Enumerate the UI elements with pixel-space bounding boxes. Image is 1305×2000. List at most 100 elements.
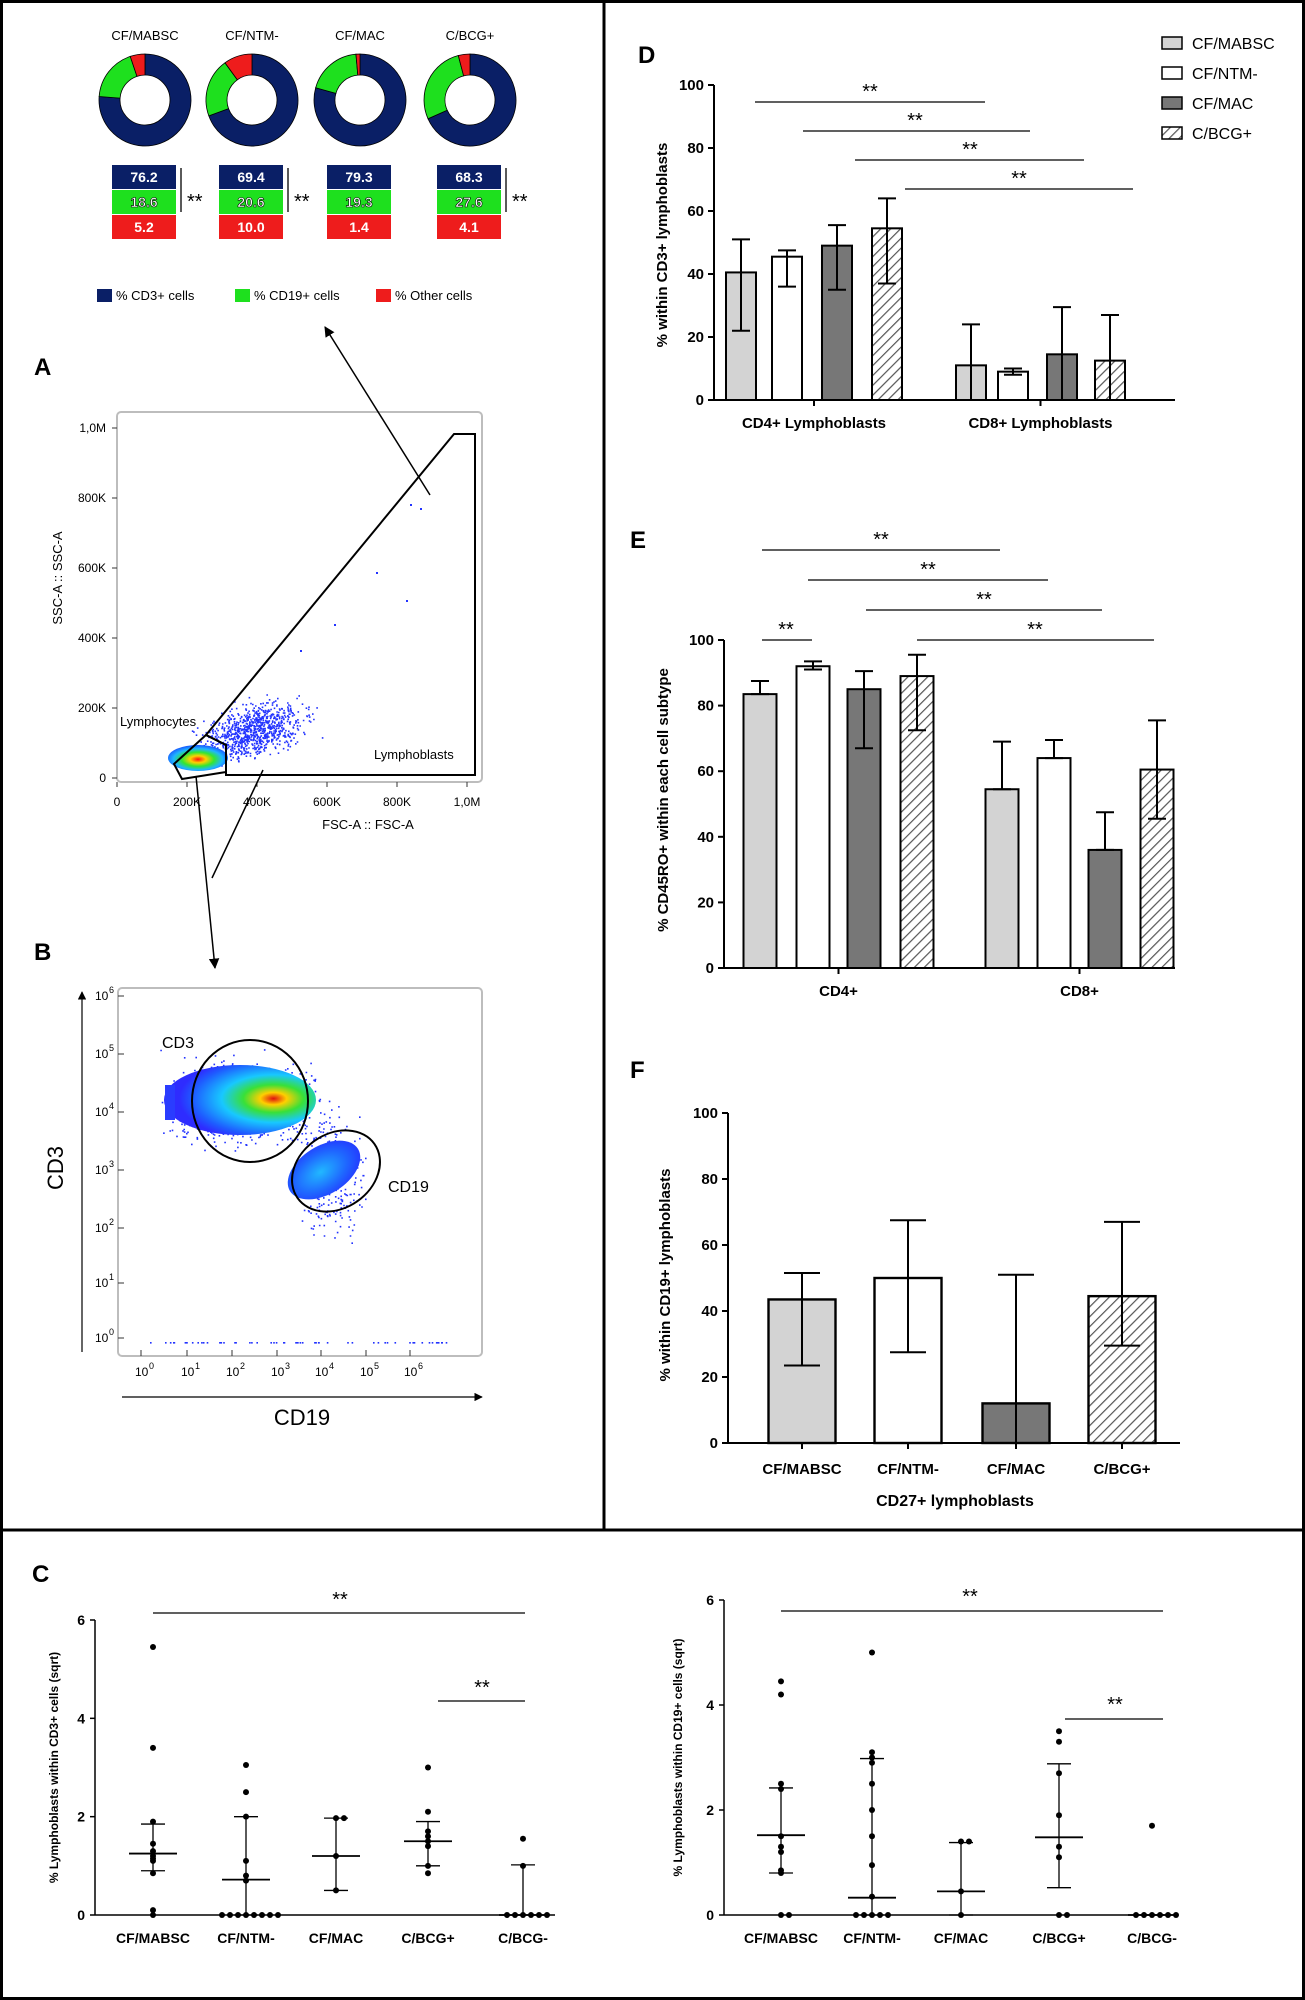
donut-slice-cd3 [208, 53, 299, 147]
gate-label-lymphoblasts: Lymphoblasts [374, 747, 454, 762]
data-point [778, 1678, 784, 1685]
scatter-b-ytick: 10 [95, 1221, 109, 1235]
data-point [778, 1843, 784, 1850]
y-tick-label: 2 [77, 1809, 85, 1825]
x-tick-label: CF/NTM- [843, 1930, 901, 1946]
percent-box [112, 215, 176, 239]
x-tick-label: C/BCG- [498, 1930, 548, 1946]
bar [742, 693, 778, 969]
y-axis-label: % Lymphoblasts within CD19+ cells (sqrt) [671, 1639, 685, 1877]
donut-slice-cd19 [315, 53, 359, 94]
data-point [520, 1862, 526, 1869]
percent-box [327, 215, 391, 239]
scatter-b-xtick: 10 [271, 1365, 285, 1379]
data-point [1056, 1770, 1062, 1777]
legend-swatch-other [376, 289, 391, 302]
y-tick-label: 4 [77, 1710, 85, 1726]
data-point [227, 1912, 233, 1918]
scatter-a-xtick: 0 [114, 795, 121, 809]
legend-swatch-bcg [1161, 126, 1183, 140]
cd3-density [164, 1065, 316, 1135]
y-tick-label: 6 [77, 1612, 85, 1628]
y-tick-label: 40 [687, 266, 704, 283]
y-tick-label: 0 [77, 1907, 85, 1923]
y-tick-label: 60 [701, 1237, 718, 1254]
sig-mark: ** [474, 1677, 490, 1699]
data-point [869, 1754, 875, 1761]
scatter-b-xtick-exp: 6 [418, 1361, 423, 1371]
data-point [1173, 1912, 1179, 1918]
data-point [275, 1912, 281, 1918]
x-tick-label: CF/MABSC [762, 1461, 841, 1478]
data-point [869, 1912, 875, 1918]
panel-label-a: A [34, 354, 51, 381]
y-tick-label: 20 [701, 1369, 718, 1386]
scatter-b-xtick-exp: 3 [285, 1361, 290, 1371]
data-point [1056, 1728, 1062, 1735]
y-axis-label: % CD45RO+ within each cell subtype [655, 668, 672, 932]
sig-mark: ** [1027, 619, 1043, 641]
scatter-b-ytick: 10 [95, 1047, 109, 1061]
y-tick-label: 40 [701, 1303, 718, 1320]
scatter-a-outlier [376, 572, 378, 574]
data-point [425, 1870, 431, 1877]
data-point [966, 1838, 972, 1845]
sig-mark: ** [332, 1589, 348, 1611]
data-point [341, 1815, 347, 1822]
donut-slice-cd19 [423, 55, 465, 120]
legend-swatch-ntm [1161, 66, 1183, 80]
donut-legend: % CD3+ cells % CD19+ cells % Other cells [97, 288, 473, 303]
data-point [869, 1780, 875, 1787]
scatter-a-frame [116, 411, 483, 783]
percent-cd19: 27.6 [455, 194, 482, 210]
scatter-a-xtick: 600K [313, 795, 341, 809]
scatter-b-ytick: 10 [95, 1105, 109, 1119]
lymphoblasts-gate [204, 433, 476, 776]
x-tick-label: CD4+ Lymphoblasts [742, 415, 886, 432]
cd19-gate [291, 1129, 381, 1213]
percent-box [437, 190, 501, 214]
chart-f: 0 20 40 60 80 100 % within CD19+ lymphoblasts C… [657, 1105, 1180, 1510]
sig-mark: ** [873, 529, 889, 551]
donut-title: C/BCG+ [446, 28, 495, 43]
x-tick-label: CF/MABSC [116, 1930, 190, 1946]
scatter-b-xtick: 10 [360, 1365, 374, 1379]
donut-slice-cd19 [98, 55, 138, 99]
data-point [1157, 1912, 1163, 1918]
data-point [425, 1833, 431, 1840]
data-point [958, 1912, 964, 1918]
y-tick-label: 6 [706, 1592, 714, 1608]
scatter-b-xtick: 10 [315, 1365, 329, 1379]
x-tick-label: CD8+ Lymphoblasts [968, 415, 1112, 432]
x-tick-label: CF/NTM- [217, 1930, 275, 1946]
cd3-gate [191, 1039, 309, 1163]
chart-c1: 0 2 4 6 % Lymphoblasts within CD3+ cells (sq… [47, 1589, 555, 1946]
percent-cd19: 20.6 [237, 194, 264, 210]
y-tick-label: 20 [687, 329, 704, 346]
legend-label-ntm: CF/NTM- [1192, 66, 1258, 83]
data-point [243, 1877, 249, 1884]
data-point [1141, 1912, 1147, 1918]
scatter-b-ytick: 10 [95, 1331, 109, 1345]
data-point [778, 1849, 784, 1855]
x-axis-label: CD27+ lymphoblasts [876, 1493, 1034, 1510]
scatter-b-ytick-exp: 1 [109, 1272, 114, 1282]
data-point [425, 1808, 431, 1815]
x-tick-label: CF/MAC [309, 1930, 363, 1946]
x-tick-label: C/BCG+ [1093, 1461, 1150, 1478]
data-point [778, 1780, 784, 1787]
sig-mark: ** [976, 589, 992, 611]
scatter-b-ytick-exp: 3 [109, 1159, 114, 1169]
gate-label-cd3: CD3 [162, 1035, 194, 1052]
data-point [425, 1828, 431, 1835]
scatter-b-ytick: 10 [95, 1276, 109, 1290]
connector-line [211, 769, 264, 879]
percent-other: 5.2 [134, 219, 154, 235]
donut-slice-other [224, 53, 253, 81]
scatter-b-ytick-exp: 4 [109, 1101, 114, 1111]
scatter-b-ytick-exp: 2 [109, 1217, 114, 1227]
data-point [520, 1835, 526, 1842]
data-point [1165, 1912, 1171, 1918]
bar [795, 665, 831, 969]
